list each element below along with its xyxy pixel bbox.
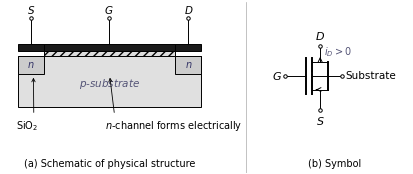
- Bar: [175, 56, 201, 74]
- Text: $D$: $D$: [314, 30, 324, 42]
- Bar: [18, 44, 44, 51]
- Bar: [44, 44, 175, 51]
- Text: $G$: $G$: [104, 4, 114, 16]
- Text: $n$: $n$: [184, 60, 192, 70]
- Text: $D$: $D$: [183, 4, 192, 16]
- Text: SiO$_2$: SiO$_2$: [16, 119, 38, 133]
- Text: (a) Schematic of physical structure: (a) Schematic of physical structure: [24, 159, 195, 169]
- Text: $G$: $G$: [272, 70, 282, 82]
- Text: $S$: $S$: [26, 4, 35, 16]
- Bar: [175, 44, 201, 51]
- Text: $n$: $n$: [27, 60, 35, 70]
- Text: (b) Symbol: (b) Symbol: [308, 159, 361, 169]
- Text: $S$: $S$: [315, 115, 324, 127]
- Text: $i_D > 0$: $i_D > 0$: [323, 45, 351, 59]
- Bar: [18, 56, 44, 74]
- Text: $n$-channel forms electrically: $n$-channel forms electrically: [104, 119, 241, 133]
- Text: Substrate: Substrate: [344, 71, 395, 81]
- Bar: [44, 51, 175, 56]
- Bar: [18, 56, 201, 107]
- Text: $p$-substrate: $p$-substrate: [79, 77, 140, 91]
